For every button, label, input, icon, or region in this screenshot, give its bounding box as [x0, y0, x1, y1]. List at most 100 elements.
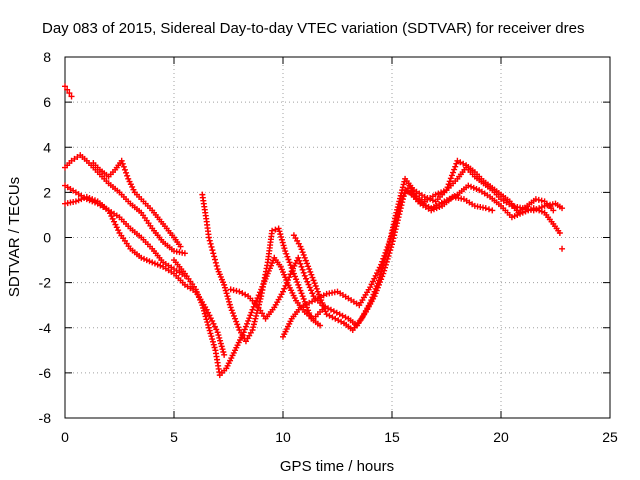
data-point	[200, 305, 207, 312]
data-point	[242, 323, 249, 330]
data-point	[201, 310, 208, 317]
data-point	[297, 243, 304, 250]
data-point	[146, 258, 153, 265]
data-point	[247, 312, 254, 319]
x-tick-label: 20	[493, 429, 509, 445]
data-point	[305, 307, 312, 314]
data-point	[367, 299, 374, 306]
data-point	[220, 349, 227, 356]
data-point	[233, 318, 240, 325]
data-point	[429, 197, 436, 204]
data-point	[379, 265, 386, 272]
data-point	[212, 259, 219, 266]
data-point	[298, 263, 305, 270]
data-point	[393, 209, 400, 216]
data-point	[83, 193, 90, 200]
data-point	[303, 304, 310, 311]
data-point	[213, 262, 220, 269]
grid-lines	[65, 57, 610, 418]
y-tick-label: 8	[43, 49, 51, 65]
y-tick-label: 2	[43, 184, 51, 200]
data-point	[383, 250, 390, 257]
data-point	[115, 227, 122, 234]
data-point	[317, 294, 324, 301]
data-point	[372, 285, 379, 292]
data-point	[433, 205, 440, 212]
data-point	[202, 313, 209, 320]
data-point	[307, 268, 314, 275]
data-point	[246, 315, 253, 322]
data-point	[222, 287, 229, 294]
data-point	[321, 305, 328, 312]
data-point	[532, 196, 539, 203]
data-point	[508, 214, 515, 221]
data-point	[395, 201, 402, 208]
x-tick-label: 10	[275, 429, 291, 445]
data-point	[284, 277, 291, 284]
series-track-k	[406, 189, 496, 214]
data-point	[211, 323, 218, 330]
data-point	[550, 207, 557, 214]
data-point	[211, 344, 218, 351]
data-point	[322, 308, 329, 315]
data-point	[272, 226, 279, 233]
x-tick-labels: 0 5 10 15 20 25	[61, 429, 618, 445]
data-point	[106, 210, 113, 217]
data-point	[314, 288, 321, 295]
data-point	[451, 166, 458, 173]
data-point	[154, 261, 161, 268]
series-track-a	[62, 83, 75, 100]
y-axis-label: SDTVAR / TECUs	[6, 177, 23, 297]
data-point	[113, 224, 120, 231]
data-point	[538, 197, 545, 204]
data-point	[86, 195, 93, 202]
data-point	[394, 206, 401, 213]
data-point	[396, 198, 403, 205]
x-tick-label: 15	[384, 429, 400, 445]
data-point	[224, 293, 231, 300]
data-point	[397, 192, 404, 199]
data-point	[377, 271, 384, 278]
data-point	[207, 240, 214, 247]
data-point	[371, 288, 378, 295]
data-point	[424, 195, 431, 202]
data-point	[306, 284, 313, 291]
data-point	[286, 259, 293, 266]
data-point	[112, 221, 119, 228]
data-point	[225, 295, 232, 302]
data-point	[72, 198, 79, 205]
data-point	[209, 336, 216, 343]
data-point	[299, 293, 306, 300]
data-point	[287, 271, 294, 278]
data-point	[204, 319, 211, 326]
data-point	[310, 277, 317, 284]
data-point	[400, 181, 407, 188]
data-point	[210, 341, 217, 348]
x-tick-label: 0	[61, 429, 69, 445]
series-track-h	[227, 164, 566, 329]
data-point	[214, 329, 221, 336]
data-point	[151, 260, 158, 267]
data-point	[559, 245, 566, 252]
data-point	[205, 234, 212, 241]
data-point	[109, 215, 116, 222]
data-point	[280, 288, 286, 295]
data-point	[215, 332, 222, 339]
data-point	[282, 282, 289, 289]
data-point	[209, 247, 216, 254]
data-point	[75, 197, 82, 204]
data-point	[207, 315, 214, 322]
data-point	[282, 248, 289, 255]
data-point	[295, 254, 302, 261]
data-point	[213, 326, 220, 333]
data-point	[298, 246, 305, 253]
data-point	[241, 326, 248, 333]
data-point	[556, 229, 563, 236]
data-point	[208, 333, 215, 340]
data-point	[124, 172, 131, 179]
data-point	[219, 346, 226, 353]
data-point	[221, 351, 228, 358]
series-track-j	[290, 157, 557, 334]
data-point	[216, 334, 223, 341]
